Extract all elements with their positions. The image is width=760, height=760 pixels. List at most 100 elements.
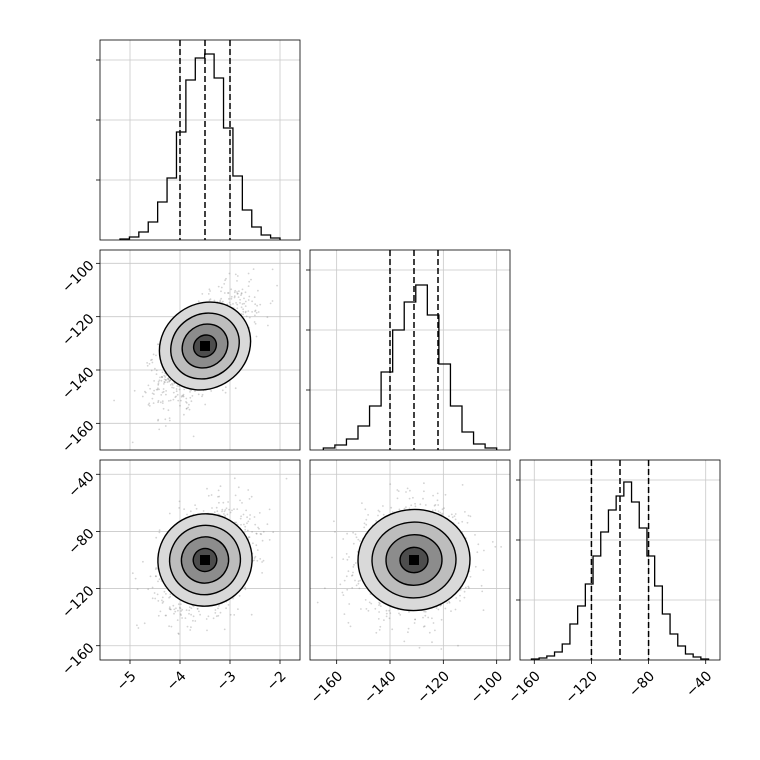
scatter-point: [185, 407, 188, 410]
scatter-point: [201, 293, 204, 295]
scatter-point: [209, 298, 212, 300]
scatter-point: [419, 503, 422, 506]
scatter-point: [185, 407, 188, 410]
scatter-point: [256, 549, 259, 551]
scatter-point: [257, 526, 259, 529]
scatter-point: [186, 625, 189, 628]
scatter-point: [157, 380, 160, 383]
scatter-point: [227, 292, 229, 294]
scatter-point: [403, 507, 406, 510]
scatter-point: [243, 302, 246, 305]
scatter-point: [483, 549, 485, 552]
scatter-point: [185, 402, 188, 404]
scatter-point: [407, 631, 409, 634]
scatter-point: [154, 367, 156, 370]
scatter-point: [453, 515, 456, 518]
scatter-point: [378, 611, 380, 613]
scatter-point: [388, 609, 391, 612]
scatter-point: [240, 515, 243, 518]
density-contour: [371, 521, 457, 599]
scatter-point: [428, 631, 431, 634]
scatter-point: [165, 393, 167, 396]
scatter-point: [246, 529, 249, 532]
x-tick-label: −4: [164, 668, 190, 694]
scatter-point: [375, 631, 378, 634]
scatter-point: [148, 405, 151, 407]
scatter-point: [143, 622, 146, 625]
scatter-point: [136, 588, 139, 590]
scatter-point: [464, 511, 466, 513]
scatter-point: [359, 579, 362, 582]
scatter-point: [158, 428, 161, 431]
scatter-point: [239, 499, 241, 502]
scatter-point: [208, 299, 211, 301]
scatter-point: [450, 513, 453, 516]
scatter-point: [457, 644, 459, 647]
scatter-point: [262, 530, 265, 533]
scatter-point: [357, 582, 360, 585]
histogram-r1c1: [96, 40, 281, 240]
scatter-point: [346, 558, 349, 561]
scatter-point: [147, 588, 150, 591]
panel-frame-r2c2: [309, 249, 511, 451]
scatter-point: [163, 378, 166, 381]
scatter-point: [459, 594, 461, 597]
scatter-point: [255, 544, 258, 547]
scatter-point: [408, 611, 410, 613]
scatter-point: [342, 538, 345, 540]
scatter-point: [379, 602, 381, 605]
panel-frame-r2c1: [99, 249, 301, 451]
scatter-point: [480, 584, 483, 587]
scatter-point: [227, 604, 230, 606]
y-tick-label: −160: [59, 418, 98, 457]
scatter-point: [225, 607, 228, 610]
scatter-point: [177, 632, 180, 635]
scatter-point: [191, 395, 194, 397]
scatter-point: [250, 495, 253, 498]
scatter-point: [146, 362, 149, 364]
scatter-point: [243, 523, 245, 526]
scatter-point: [217, 495, 219, 498]
scatter-point: [242, 308, 245, 311]
scatter-point: [469, 575, 472, 578]
scatter-point: [155, 567, 158, 569]
scatter-point: [251, 311, 254, 313]
scatter-point: [454, 518, 457, 521]
scatter-point: [236, 307, 239, 310]
scatter-point: [455, 597, 458, 599]
scatter-point: [197, 300, 200, 303]
scatter-point: [163, 381, 166, 383]
scatter-point: [234, 289, 237, 292]
scatter-point: [385, 615, 388, 618]
scatter-point: [234, 273, 237, 276]
scatter-point: [227, 501, 230, 503]
scatter-point: [192, 615, 195, 618]
scatter-point: [190, 626, 192, 629]
scatter-point: [228, 298, 230, 300]
scatter-point: [187, 406, 190, 409]
scatter-point: [151, 397, 154, 400]
scatter-point: [236, 275, 239, 277]
scatter-point: [214, 612, 217, 614]
scatter-point: [176, 619, 179, 621]
scatter-point: [175, 388, 178, 390]
scatter-point: [183, 388, 186, 391]
scatter-point: [157, 387, 159, 390]
scatter-point: [175, 390, 178, 393]
x-tick-label: −80: [626, 668, 658, 700]
scatter-point: [136, 624, 138, 627]
scatter-point: [250, 613, 253, 616]
scatter-point: [446, 602, 449, 604]
scatter-point: [448, 515, 450, 518]
scatter-point: [248, 295, 251, 298]
scatter-point: [255, 311, 258, 314]
scatter-point: [228, 508, 231, 511]
scatter-point: [157, 382, 160, 385]
scatter-point: [134, 577, 137, 580]
scatter-point: [347, 621, 350, 624]
scatter-point: [192, 619, 194, 622]
scatter-point: [244, 291, 247, 294]
density-peak: [409, 555, 419, 565]
x-tick-label: −100: [468, 668, 507, 707]
